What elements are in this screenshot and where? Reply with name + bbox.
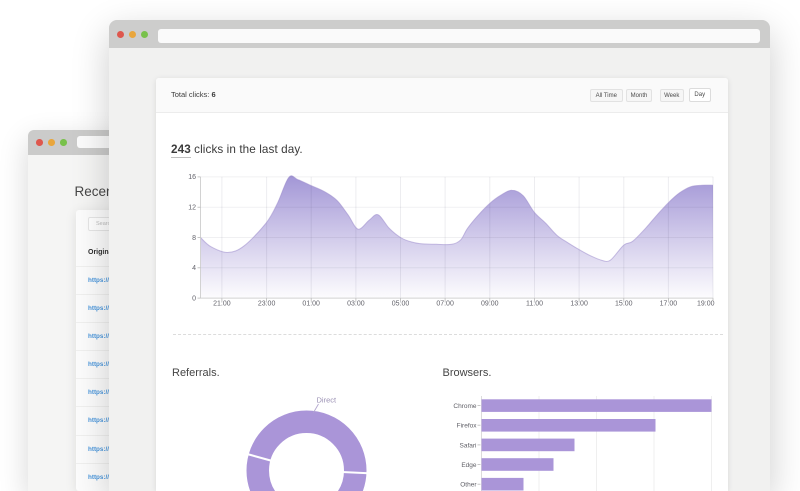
svg-text:12: 12 [188,204,196,211]
svg-text:19:00: 19:00 [696,300,714,307]
svg-text:Safari: Safari [459,442,476,449]
svg-text:13:00: 13:00 [570,300,588,307]
svg-text:Chrome: Chrome [453,403,477,410]
svg-text:17:00: 17:00 [659,300,677,307]
svg-text:8: 8 [192,234,196,241]
svg-text:16: 16 [188,174,196,181]
svg-text:03:00: 03:00 [347,300,365,307]
svg-text:05:00: 05:00 [391,300,409,307]
svg-text:21:00: 21:00 [213,300,231,307]
svg-text:01:00: 01:00 [302,300,320,307]
svg-text:09:00: 09:00 [481,300,499,307]
svg-text:4: 4 [192,265,196,272]
svg-text:15:00: 15:00 [615,300,633,307]
svg-text:Firefox: Firefox [456,423,477,430]
svg-text:0: 0 [192,295,196,302]
svg-text:Edge: Edge [461,462,477,469]
svg-text:Other: Other [460,482,477,489]
svg-text:23:00: 23:00 [257,300,275,307]
svg-text:Direct: Direct [316,396,337,405]
svg-text:07:00: 07:00 [436,300,454,307]
svg-text:11:00: 11:00 [526,300,543,307]
